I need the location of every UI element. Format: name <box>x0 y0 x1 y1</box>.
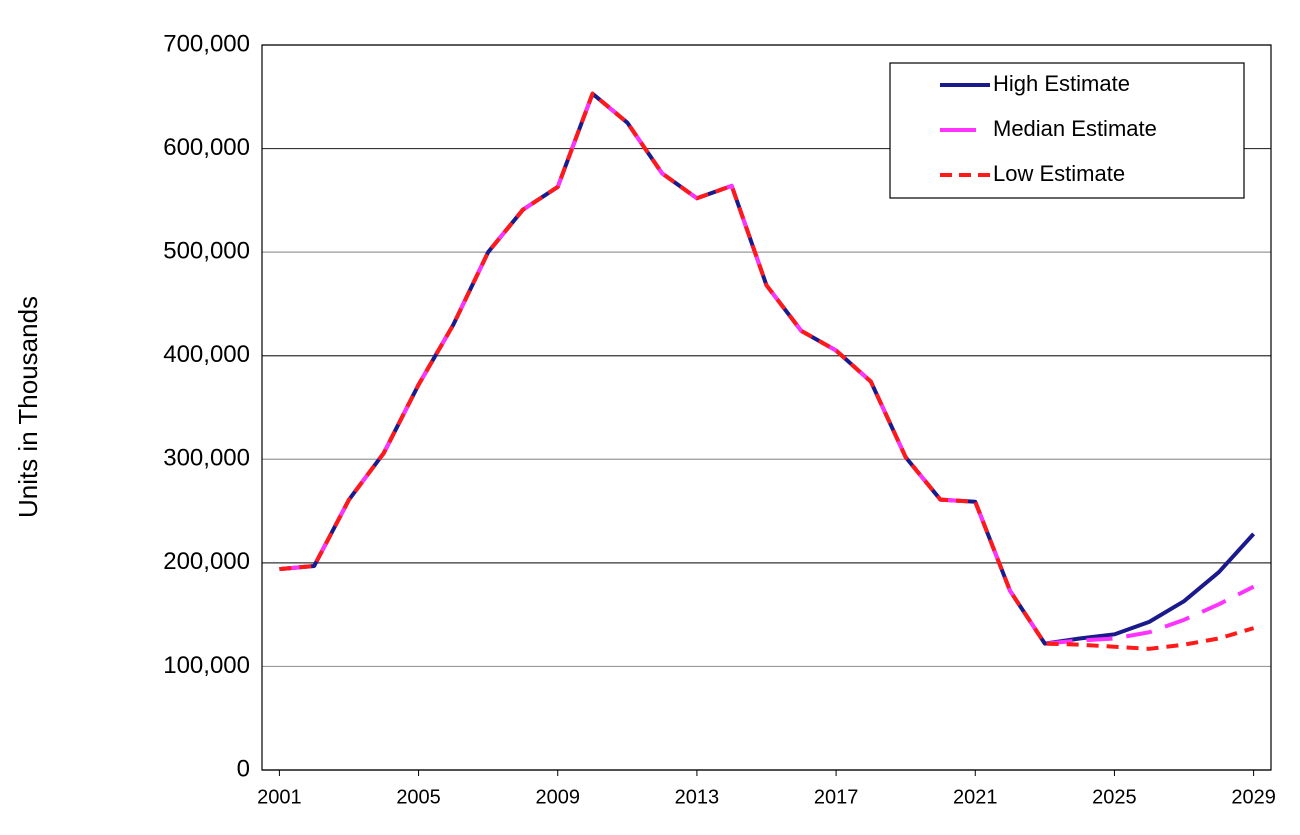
legend-label: High Estimate <box>993 71 1130 96</box>
x-tick-label: 2021 <box>953 786 998 808</box>
x-tick-label: 2013 <box>675 786 720 808</box>
y-tick-label: 100,000 <box>163 652 250 679</box>
series-line <box>279 91 1255 651</box>
y-axis-label: Units in Thousands <box>13 296 43 518</box>
x-tick-label: 2001 <box>257 786 302 808</box>
legend-label: Low Estimate <box>993 161 1125 186</box>
x-tick-label: 2029 <box>1231 786 1276 808</box>
y-tick-label: 300,000 <box>163 445 250 472</box>
y-tick-label: 500,000 <box>163 237 250 264</box>
legend-label: Median Estimate <box>993 116 1157 141</box>
x-tick-label: 2005 <box>396 786 441 808</box>
y-tick-label: 200,000 <box>163 548 250 575</box>
x-tick-label: 2009 <box>535 786 580 808</box>
plot-border <box>261 44 1272 771</box>
x-tick-label: 2025 <box>1092 786 1137 808</box>
y-tick-label: 0 <box>237 755 250 782</box>
y-tick-label: 400,000 <box>163 341 250 368</box>
y-tick-label: 700,000 <box>163 30 250 57</box>
y-tick-label: 600,000 <box>163 134 250 161</box>
x-tick-label: 2017 <box>814 786 859 808</box>
legend: High Estimate Median Estimate Low Estimate <box>889 62 1245 199</box>
